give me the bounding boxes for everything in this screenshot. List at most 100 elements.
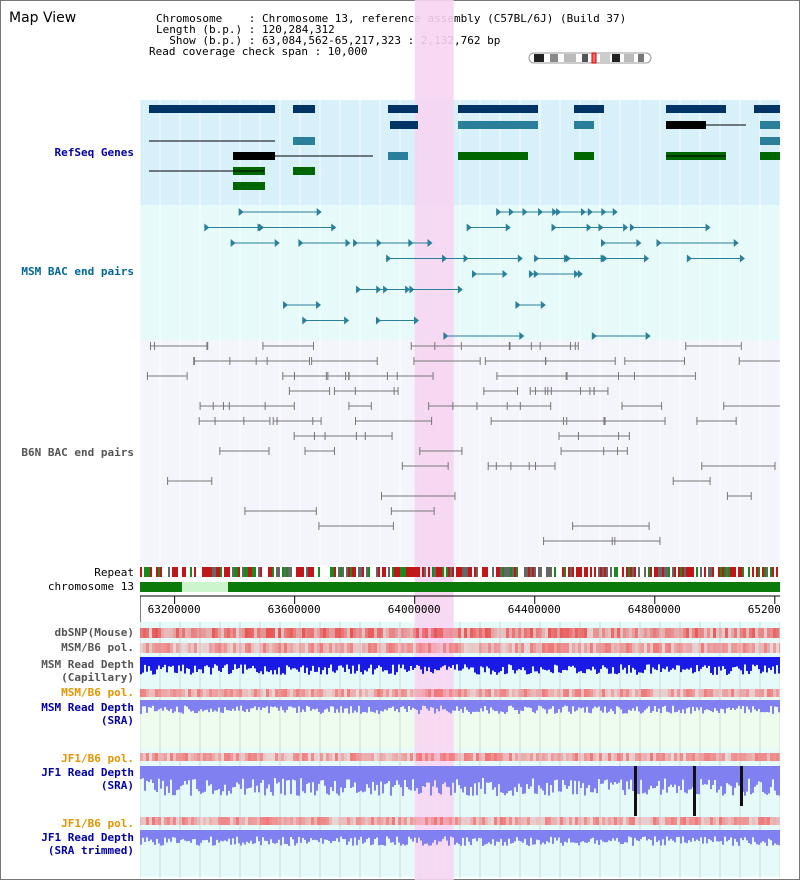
read-depth-bar (526, 657, 528, 675)
read-depth-bar (652, 657, 654, 668)
read-depth-bar (268, 766, 270, 785)
label-refseq-genes[interactable]: RefSeq Genes (54, 146, 134, 159)
pol-heat-cell (422, 628, 425, 638)
label-jf1-b6-pol-2[interactable]: JF1/B6 pol. (61, 817, 134, 830)
repeat-mark (446, 567, 448, 577)
label-msm-b6-pol[interactable]: MSM/B6 pol. (61, 641, 134, 654)
pol-heat-cell (701, 753, 704, 761)
pol-heat-cell (650, 817, 653, 825)
read-depth-bar (370, 766, 372, 795)
read-depth-bar (156, 766, 158, 793)
read-depth-bar (322, 700, 324, 713)
read-depth-bar (670, 830, 672, 839)
pol-heat-cell (389, 689, 392, 697)
repeat-mark (684, 567, 686, 577)
read-depth-bar (186, 766, 188, 785)
pol-heat-cell (212, 643, 215, 653)
read-depth-bar (378, 766, 380, 796)
read-depth-bar (282, 700, 284, 711)
read-depth-bar (684, 830, 686, 843)
read-depth-bar (732, 830, 734, 846)
pol-heat-cell (485, 628, 488, 638)
repeat-mark (532, 567, 534, 577)
pol-heat-cell (329, 628, 332, 638)
read-depth-bar (604, 830, 606, 843)
read-depth-bar (470, 657, 472, 668)
read-depth-bar (472, 766, 474, 796)
read-depth-bar (630, 657, 632, 673)
label-msm-depth-sra-1[interactable]: MSM Read Depth (41, 701, 134, 714)
read-depth-bar (392, 830, 394, 843)
read-depth-bar (192, 766, 194, 780)
pol-heat-cell (575, 689, 578, 697)
label-msm-b6-pol-2[interactable]: MSM/B6 pol. (61, 686, 134, 699)
read-depth-bar (626, 657, 628, 674)
pol-heat-cell (149, 689, 152, 697)
pol-heat-cell (623, 753, 626, 761)
read-depth-bar (286, 830, 288, 844)
read-depth-bar (682, 830, 684, 837)
pol-heat-cell (707, 817, 710, 825)
label-b6n-bac[interactable]: B6N BAC end pairs (21, 446, 134, 459)
read-depth-bar (440, 766, 442, 795)
read-depth-bar (404, 830, 406, 846)
pol-heat-cell (524, 689, 527, 697)
read-depth-bar (582, 700, 584, 708)
label-jf1-depth-1[interactable]: JF1 Read Depth (41, 766, 134, 779)
pol-heat-cell (638, 643, 641, 653)
pol-heat-cell (707, 628, 710, 638)
read-depth-bar (448, 766, 450, 788)
read-depth-bar (614, 766, 616, 783)
pol-heat-cell (665, 628, 668, 638)
read-depth-bar (372, 830, 374, 845)
read-depth-bar (372, 766, 374, 782)
pol-heat-cell (377, 753, 380, 761)
repeat-mark (416, 567, 418, 577)
read-depth-bar (734, 700, 736, 710)
pol-heat-cell (542, 689, 545, 697)
read-depth-bar (624, 657, 626, 668)
label-jf1-trim-1[interactable]: JF1 Read Depth (41, 831, 134, 844)
label-dbsnp[interactable]: dbSNP(Mouse) (54, 626, 134, 639)
read-depth-bar (324, 700, 326, 710)
read-depth-bar (772, 657, 774, 667)
pol-heat-cell (170, 753, 173, 761)
pol-heat-cell (176, 689, 179, 697)
read-depth-bar (398, 657, 400, 665)
pol-heat-cell (407, 753, 410, 761)
read-depth-bar (538, 700, 540, 706)
pol-heat-cell (395, 753, 398, 761)
read-depth-bar (240, 766, 242, 789)
read-depth-bar (656, 657, 658, 671)
chromosome-ideogram[interactable] (528, 52, 652, 64)
pol-heat-cell (485, 817, 488, 825)
read-depth-bar (734, 830, 736, 839)
label-msm-bac[interactable]: MSM BAC end pairs (21, 265, 134, 278)
pol-heat-cell (206, 643, 209, 653)
read-depth-bar (164, 766, 166, 796)
pol-heat-cell (296, 817, 299, 825)
label-jf1-b6-pol[interactable]: JF1/B6 pol. (61, 752, 134, 765)
pol-heat-cell (323, 753, 326, 761)
pol-heat-cell (686, 643, 689, 653)
pol-heat-cell (533, 628, 536, 638)
read-depth-bar (472, 657, 474, 668)
read-depth-bar (268, 700, 270, 714)
read-depth-bar (574, 700, 576, 712)
pol-heat-cell (188, 817, 191, 825)
pol-heat-cell (305, 628, 308, 638)
pol-heat-cell (254, 689, 257, 697)
read-depth-bar (454, 700, 456, 711)
read-depth-bar (186, 830, 188, 842)
read-depth-bar (386, 766, 388, 784)
read-depth-bar (144, 830, 146, 842)
pol-heat-cell (314, 689, 317, 697)
tracks-canvas[interactable]: 63200000 63600000 64000000 64400000 64800000… (140, 0, 780, 880)
label-msm-depth-capillary-1[interactable]: MSM Read Depth (41, 658, 134, 671)
read-depth-bar (254, 830, 256, 844)
gene-glyph (233, 182, 265, 190)
pol-heat-cell (344, 628, 347, 638)
pol-heat-cell (575, 628, 578, 638)
pol-heat-cell (752, 689, 755, 697)
repeat-mark (242, 567, 244, 577)
